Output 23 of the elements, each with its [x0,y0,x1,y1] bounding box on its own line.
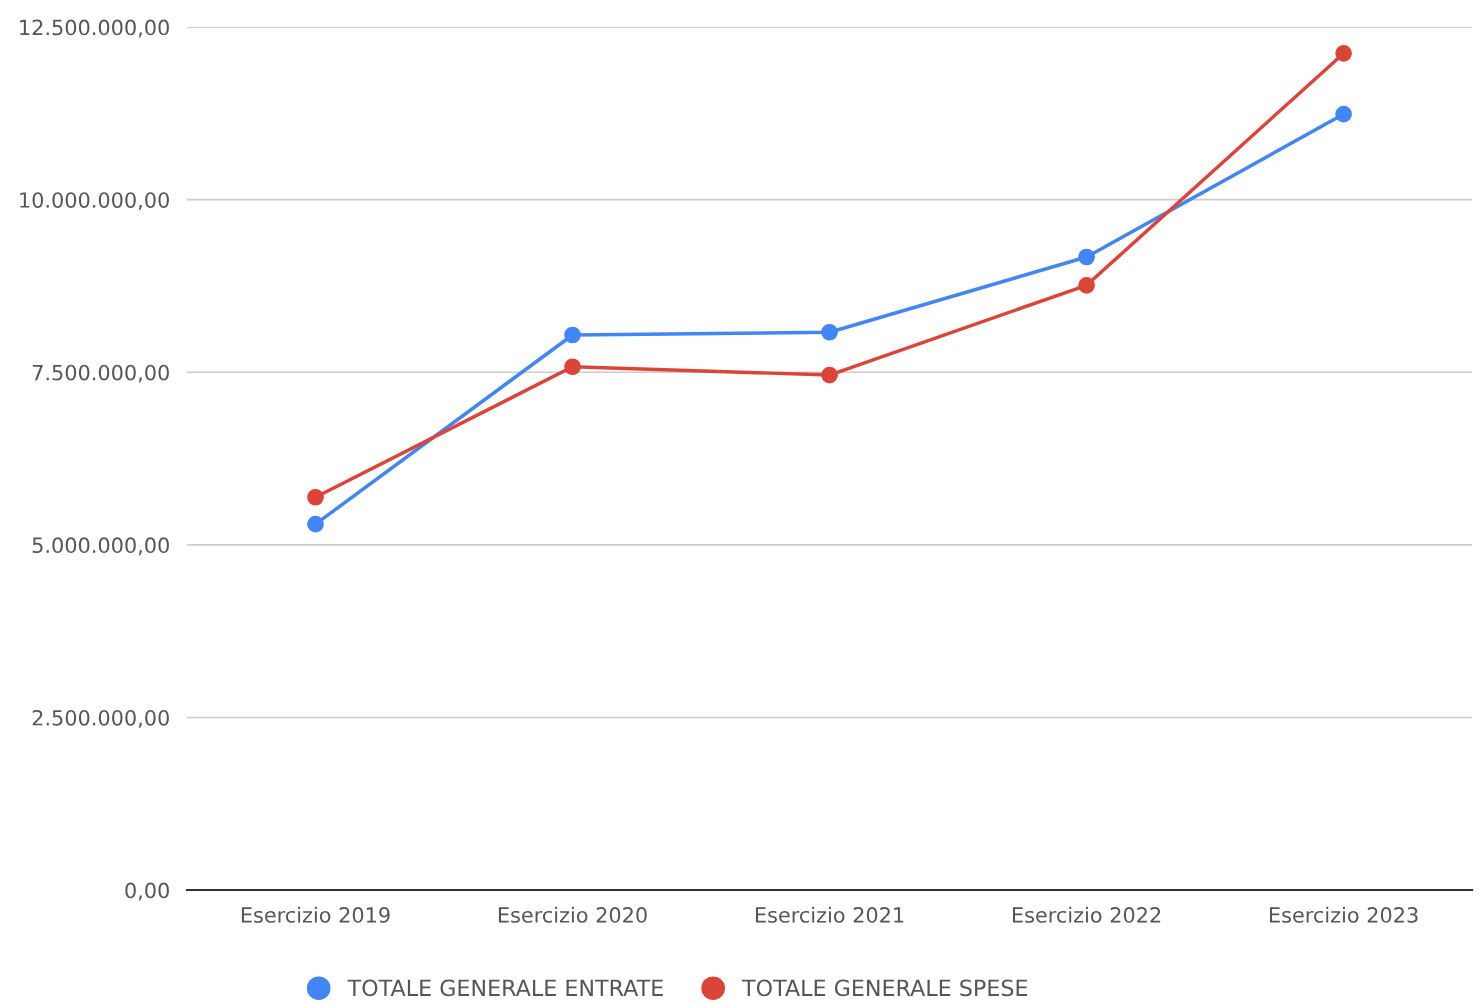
point [1078,248,1095,266]
x-tick-label: Esercizio 2022 [1012,906,1161,923]
point [821,323,838,341]
y-tick-label: 0,00 [125,882,169,901]
y-tick-label: 5.000.000,00 [32,537,169,556]
point [1335,45,1352,62]
point [1335,105,1352,123]
point [307,515,324,533]
x-tick-label: Esercizio 2023 [1270,906,1418,923]
y-tick-label: 10.000.000,00 [20,192,169,211]
point [821,366,838,384]
legend-label: TOTALE GENERALE ENTRATE [347,979,663,997]
y-tick-label: 2.500.000,00 [32,709,169,728]
y-tick-label: 7.500.000,00 [32,364,169,383]
x-tick-label: Esercizio 2019 [241,906,390,923]
x-tick-label: Esercizio 2020 [498,906,647,923]
x-tick-label: Esercizio 2021 [755,906,904,923]
point [307,488,324,506]
point [564,358,581,376]
legend-label: TOTALE GENERALE SPESE [741,979,1028,997]
point [1078,276,1095,294]
point [564,326,581,344]
y-tick-label: 12.500.000,00 [20,19,169,38]
